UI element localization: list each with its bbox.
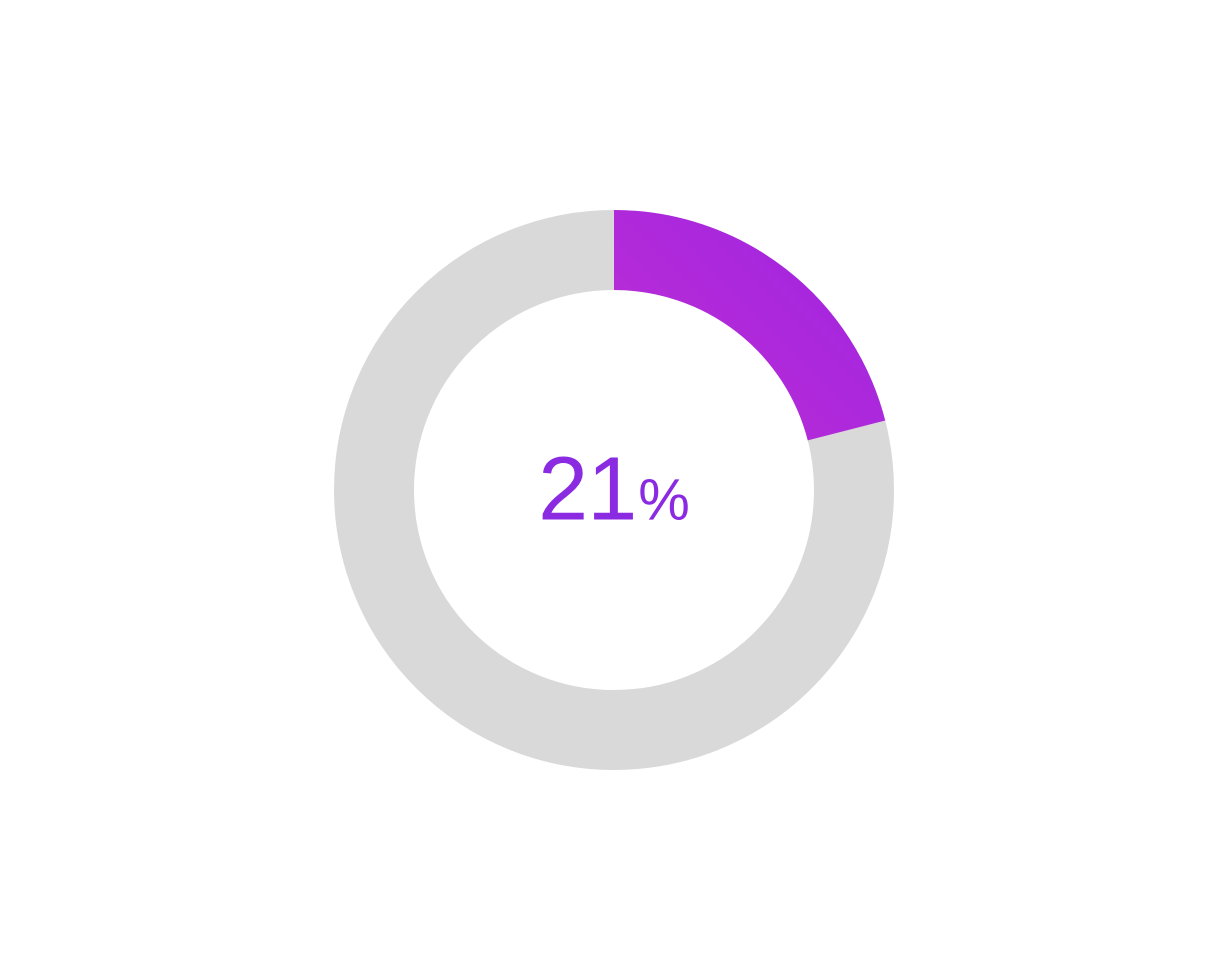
donut-svg — [334, 210, 894, 770]
donut-chart: 21 % — [334, 210, 894, 770]
